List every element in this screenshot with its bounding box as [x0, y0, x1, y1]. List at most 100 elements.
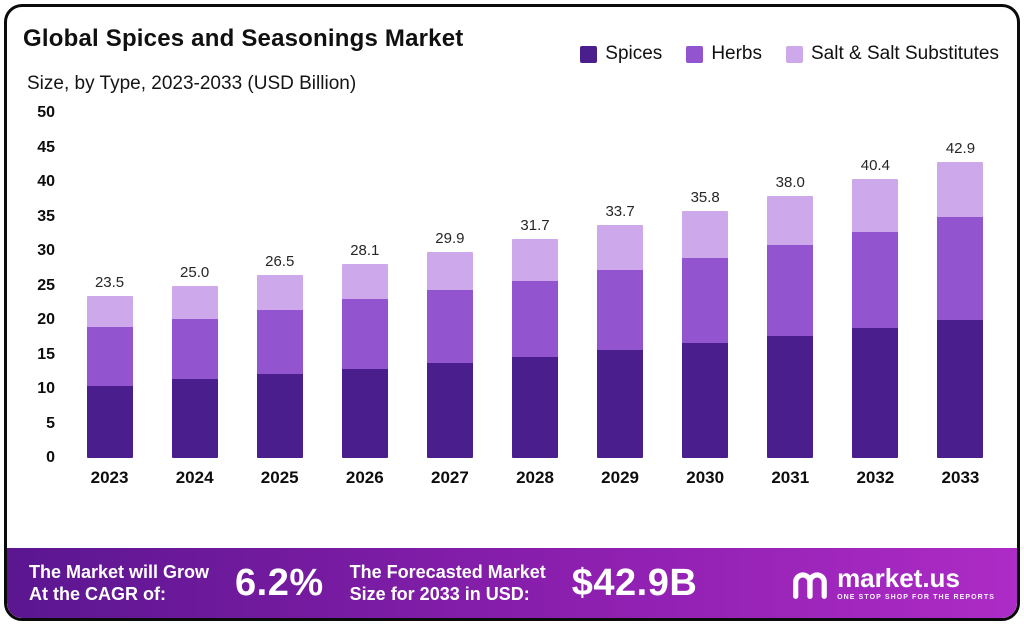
- x-axis-label: 2030: [686, 468, 725, 487]
- stacked-bar: [937, 162, 984, 458]
- bar-group: 23.5: [67, 113, 152, 458]
- y-tick-label: 50: [37, 104, 55, 121]
- legend-item-spices: Spices: [580, 43, 662, 65]
- y-tick-label: 25: [37, 276, 55, 294]
- stacked-bar: [682, 210, 729, 458]
- bar-total-label: 31.7: [520, 217, 550, 235]
- y-tick-label: 10: [37, 380, 55, 397]
- bar-segment-herbs: [341, 299, 388, 369]
- bar-total-label: 35.8: [690, 188, 720, 206]
- bar-segment-salt-salt-substitutes: [426, 251, 473, 290]
- brand-text: market.us ONE STOP SHOP FOR THE REPORTS: [837, 565, 995, 601]
- footer-banner: The Market will Grow At the CAGR of: 6.2…: [7, 548, 1017, 618]
- x-axis-label: 2026: [345, 468, 384, 487]
- x-axis-label: 2027: [430, 468, 469, 487]
- bar-group: 26.5: [237, 113, 322, 458]
- bar-segment-spices: [256, 374, 303, 458]
- bar-segment-salt-salt-substitutes: [597, 225, 644, 270]
- chart-header: Global Spices and Seasonings Market Spic…: [21, 17, 1003, 65]
- bar-segment-salt-salt-substitutes: [86, 295, 133, 327]
- bar-segment-spices: [852, 328, 899, 458]
- plot-area: 23.5 25.0 26.5 28.1 29.9 31.7 33.7 35.8 38.0 40.4…: [67, 113, 1003, 458]
- bar-segment-spices: [597, 350, 644, 458]
- bar-total-label: 42.9: [945, 140, 976, 157]
- bar-group: 31.7: [492, 113, 577, 458]
- bar-segment-spices: [86, 385, 133, 458]
- infographic: Global Spices and Seasonings Market Spic…: [4, 4, 1020, 621]
- chart-subtitle: Size, by Type, 2023-2033 (USD Billion): [27, 73, 357, 94]
- bar-segment-salt-salt-substitutes: [511, 239, 558, 281]
- legend-swatch-spices: [580, 45, 598, 63]
- bar-segment-herbs: [682, 257, 729, 344]
- y-tick-label: 20: [37, 311, 55, 328]
- legend-swatch-salt: [786, 45, 803, 63]
- stacked-bar: [511, 239, 558, 458]
- bar-segment-herbs: [426, 289, 473, 363]
- forecast-value: $42.9B: [571, 561, 698, 604]
- legend-label-herbs: Herbs: [711, 43, 762, 64]
- cagr-value: 6.2%: [235, 561, 324, 604]
- x-axis-label: 2029: [601, 468, 639, 487]
- bar-segment-herbs: [256, 309, 303, 375]
- page-title: Global Spices and Seasonings Market: [23, 25, 464, 52]
- brand-tagline: ONE STOP SHOP FOR THE REPORTS: [837, 594, 995, 601]
- legend-label-spices: Spices: [605, 43, 663, 64]
- x-axis-label: 2025: [260, 468, 299, 487]
- chart-legend: Spices Herbs Salt & Salt Substitutes: [580, 43, 999, 65]
- bar-segment-salt-salt-substitutes: [171, 285, 218, 320]
- stacked-bar: [86, 295, 133, 458]
- bar-group: 40.4: [833, 113, 918, 458]
- bar-group: 28.1: [322, 113, 407, 458]
- brand-name: market.us: [837, 563, 960, 593]
- x-axis-label: 2032: [856, 468, 895, 487]
- bar-segment-herbs: [511, 280, 558, 357]
- bar-total-label: 38.0: [775, 173, 805, 191]
- bar-segment-herbs: [767, 245, 814, 336]
- bar-segment-spices: [171, 379, 218, 458]
- bar-segment-spices: [937, 319, 984, 458]
- bar-segment-spices: [511, 356, 558, 458]
- y-tick-label: 15: [37, 345, 55, 363]
- y-tick-label: 30: [37, 242, 55, 259]
- x-axis-label: 2028: [516, 468, 554, 487]
- bar-group: 33.7: [578, 113, 663, 458]
- market-us-logo-icon: [793, 572, 827, 599]
- bar-segment-salt-salt-substitutes: [767, 195, 814, 246]
- legend-label-salt: Salt & Salt Substitutes: [811, 43, 999, 64]
- bar-total-label: 40.4: [860, 157, 890, 175]
- y-tick-label: 35: [37, 207, 55, 225]
- bar-segment-herbs: [597, 269, 644, 351]
- stacked-bar: [426, 251, 473, 458]
- bar-segment-herbs: [171, 319, 218, 380]
- stacked-bar: [767, 195, 814, 458]
- bar-segment-spices: [426, 362, 473, 458]
- stacked-bar: [171, 285, 218, 459]
- stacked-bar: [852, 179, 899, 458]
- x-axis: 2023 2024 2025 2026 2027 2028 2029 2030 2031 2032…: [67, 468, 1003, 488]
- bar-segment-salt-salt-substitutes: [341, 264, 388, 300]
- market-us-logo: market.us ONE STOP SHOP FOR THE REPORTS: [790, 564, 995, 602]
- x-axis-label: 2031: [771, 468, 810, 487]
- bar-segment-salt-salt-substitutes: [256, 275, 303, 310]
- stacked-bar: [256, 275, 303, 458]
- stacked-bar: [597, 225, 644, 458]
- bar-total-label: 26.5: [265, 253, 295, 271]
- bar-group: 38.0: [748, 113, 833, 458]
- bar-segment-spices: [341, 368, 388, 458]
- legend-swatch-herbs: [686, 45, 704, 63]
- legend-item-herbs: Herbs: [686, 43, 762, 65]
- bar-total-label: 29.9: [435, 229, 465, 247]
- bar-group: 35.8: [663, 113, 748, 458]
- bar-segment-herbs: [86, 326, 133, 386]
- bar-total-label: 23.5: [94, 273, 125, 291]
- bar-group: 42.9: [918, 113, 1003, 458]
- stacked-bar: [341, 264, 388, 458]
- y-tick-label: 5: [46, 414, 55, 432]
- legend-item-salt: Salt & Salt Substitutes: [786, 43, 999, 65]
- bar-segment-spices: [682, 343, 729, 458]
- y-axis: 0 5 10 15 20 25 30 35 40 45 50: [21, 104, 67, 466]
- bar-total-label: 28.1: [350, 242, 380, 260]
- bar-chart: 0 5 10 15 20 25 30 35 40 45 50 23.5 25.0 26.5 28.1 29.…: [21, 104, 1003, 466]
- bar-group: 25.0: [152, 113, 237, 458]
- bar-segment-spices: [767, 335, 814, 458]
